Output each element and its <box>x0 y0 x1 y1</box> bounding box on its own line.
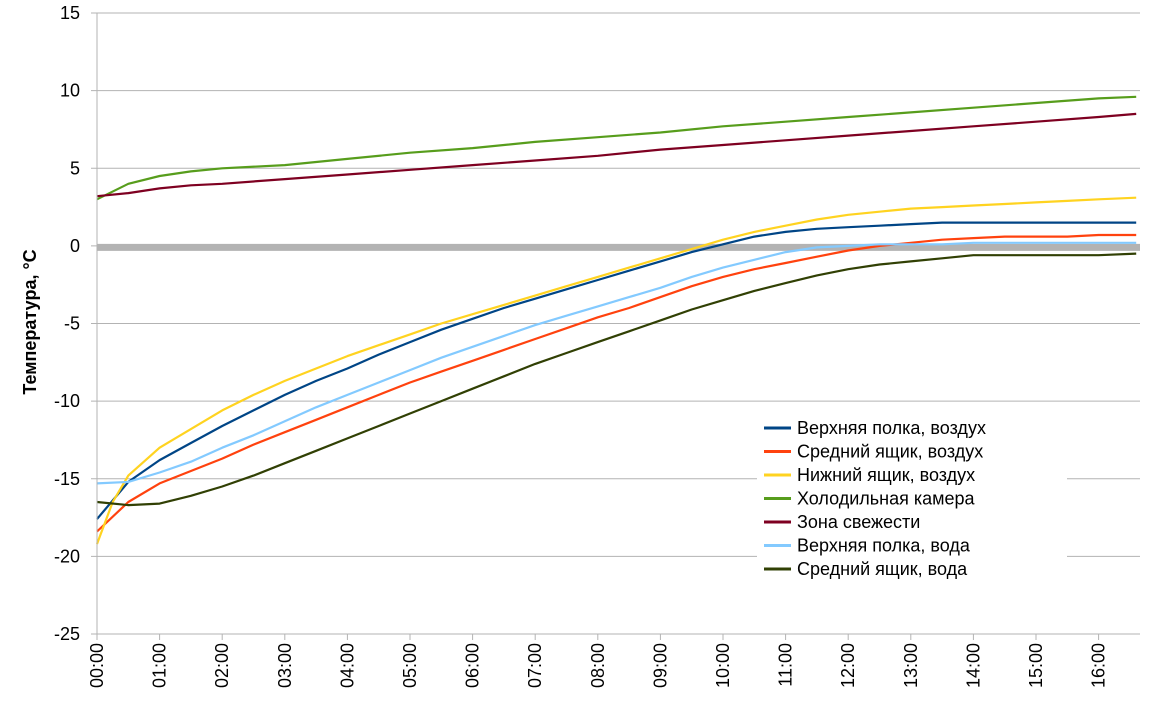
y-tick-label-0: 15 <box>60 3 80 23</box>
x-tick-label-6: 06:00 <box>463 643 483 688</box>
x-tick-label-5: 05:00 <box>400 643 420 688</box>
y-tick-labels: 15 10 5 0 -5 -10 -15 -20 -25 <box>54 3 80 644</box>
series-line-0 <box>96 221 1137 520</box>
series-line-1 <box>96 233 1137 533</box>
legend-label-3: Холодильная камера <box>797 489 976 509</box>
y-tick-label-2: 5 <box>70 158 80 178</box>
y-axis-label: Температура, °С <box>20 249 40 394</box>
y-tick-label-1: 10 <box>60 81 80 101</box>
legend-label-2: Нижний ящик, воздух <box>797 465 975 485</box>
x-tick-label-2: 02:00 <box>212 643 232 688</box>
legend-label-4: Зона свежести <box>797 512 920 532</box>
x-tick-label-0: 00:00 <box>87 643 107 688</box>
x-tick-label-1: 01:00 <box>150 643 170 688</box>
legend-background <box>757 412 1067 584</box>
legend-label-5: Верхняя полка, вода <box>797 536 971 556</box>
x-tick-label-12: 12:00 <box>838 643 858 688</box>
x-tick-label-16: 16:00 <box>1089 643 1109 688</box>
series-line-2 <box>95 196 1137 545</box>
series-layer <box>95 95 1137 545</box>
y-tick-label-7: -20 <box>54 546 80 566</box>
x-tick-label-11: 11:00 <box>776 643 796 687</box>
axes <box>91 12 1140 640</box>
legend-label-6: Средний ящик, вода <box>797 559 968 579</box>
x-tick-labels: 00:00 01:00 02:00 03:00 04:00 05:00 06:00 07:00… <box>87 643 1109 688</box>
x-tick-label-14: 14:00 <box>963 643 983 688</box>
y-tick-label-8: -25 <box>54 624 80 644</box>
x-tick-label-15: 15:00 <box>1026 643 1046 688</box>
x-tick-label-8: 08:00 <box>588 643 608 688</box>
x-tick-label-3: 03:00 <box>275 643 295 688</box>
x-tick-label-7: 07:00 <box>525 643 545 688</box>
x-tick-label-10: 10:00 <box>713 643 733 688</box>
series-line-6 <box>96 252 1137 507</box>
y-tick-label-6: -15 <box>54 469 80 489</box>
x-tick-label-13: 13:00 <box>901 643 921 688</box>
y-tick-label-3: 0 <box>70 236 80 256</box>
legend-label-0: Верхняя полка, воздух <box>797 418 986 438</box>
series-line-3 <box>96 95 1137 201</box>
series-line-5 <box>96 241 1137 485</box>
series-line-4 <box>96 112 1137 198</box>
legend-label-1: Средний ящик, воздух <box>797 442 983 462</box>
x-tick-label-9: 09:00 <box>650 643 670 688</box>
y-tick-label-5: -10 <box>54 391 80 411</box>
legend: Верхняя полка, воздух Средний ящик, возду… <box>757 412 1067 584</box>
y-tick-label-4: -5 <box>64 314 80 334</box>
x-tick-label-4: 04:00 <box>337 643 357 688</box>
